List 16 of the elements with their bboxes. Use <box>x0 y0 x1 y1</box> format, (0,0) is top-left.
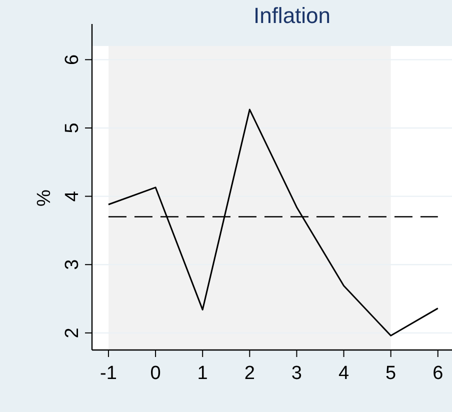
x-tick-label: 3 <box>291 363 302 384</box>
y-axis-title: % <box>34 189 55 206</box>
chart-title: Inflation <box>253 3 331 28</box>
x-tick-label: 5 <box>386 363 396 384</box>
y-tick-label: 4 <box>62 190 83 202</box>
x-tick-label: 4 <box>338 363 350 384</box>
x-tick-label: 1 <box>197 363 208 384</box>
y-tick-label: 5 <box>62 122 83 134</box>
y-tick-label: 6 <box>62 54 83 65</box>
y-tick-label: 3 <box>62 259 83 270</box>
x-tick-label: -1 <box>100 363 117 384</box>
y-tick-label: 2 <box>62 328 83 338</box>
x-tick-label: 0 <box>150 363 161 384</box>
line-series <box>108 108 439 336</box>
x-tick-label: 2 <box>244 363 255 384</box>
x-tick-label: 6 <box>432 363 444 384</box>
